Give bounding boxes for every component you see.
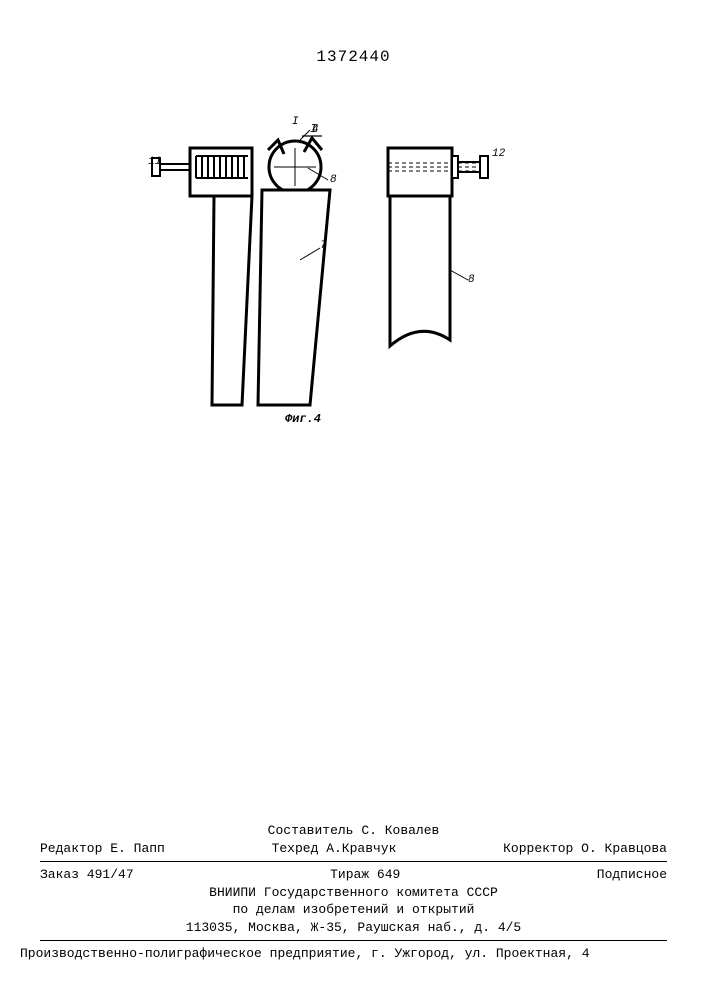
corrector-label: Корректор — [503, 841, 573, 856]
figure-svg: I — [150, 120, 530, 420]
editor: Редактор Е. Папп — [40, 840, 165, 858]
org-line-2: по делам изобретений и открытий — [40, 901, 667, 919]
imprint-block: Составитель С. Ковалев Редактор Е. Папп … — [40, 822, 667, 945]
callout-top: I — [292, 116, 299, 128]
order-number: Заказ 491/47 — [40, 866, 134, 884]
podpisnoe: Подписное — [597, 866, 667, 884]
editors-row: Редактор Е. Папп Техред А.Кравчук Коррек… — [40, 840, 667, 858]
rule-1 — [40, 861, 667, 862]
callout-4: 4 — [312, 124, 319, 136]
patent-number: 1372440 — [0, 48, 707, 66]
patent-page: 1372440 I — [0, 0, 707, 1000]
callout-8-circle: 8 — [330, 174, 337, 186]
order-row: Заказ 491/47 Тираж 649 Подписное — [40, 866, 667, 884]
printer-line: Производственно-полиграфическое предприя… — [20, 946, 687, 961]
corrector-name: О. Кравцова — [581, 841, 667, 856]
techred-name: А.Кравчук — [326, 841, 396, 856]
techred: Техред А.Кравчук — [272, 840, 397, 858]
rule-2 — [40, 940, 667, 941]
editor-name: Е. Папп — [110, 841, 165, 856]
techred-label: Техред — [272, 841, 319, 856]
callout-8-blade: 8 — [468, 274, 475, 286]
compiler-label: Составитель — [268, 823, 354, 838]
editor-label: Редактор — [40, 841, 102, 856]
compiler-name: С. Ковалев — [361, 823, 439, 838]
corrector: Корректор О. Кравцова — [503, 840, 667, 858]
figure-caption: Фиг.4 — [285, 412, 321, 426]
callout-left-bolt: 11 — [148, 156, 161, 168]
callout-7: 7 — [320, 240, 327, 252]
org-line-1: ВНИИПИ Государственного комитета СССР — [40, 884, 667, 902]
compiler-line: Составитель С. Ковалев — [40, 822, 667, 840]
figure-4: I — [150, 120, 530, 420]
org-address: 113035, Москва, Ж-35, Раушская наб., д. … — [40, 919, 667, 937]
callout-right-bolt: 12 — [492, 148, 505, 160]
tirazh: Тираж 649 — [330, 866, 400, 884]
